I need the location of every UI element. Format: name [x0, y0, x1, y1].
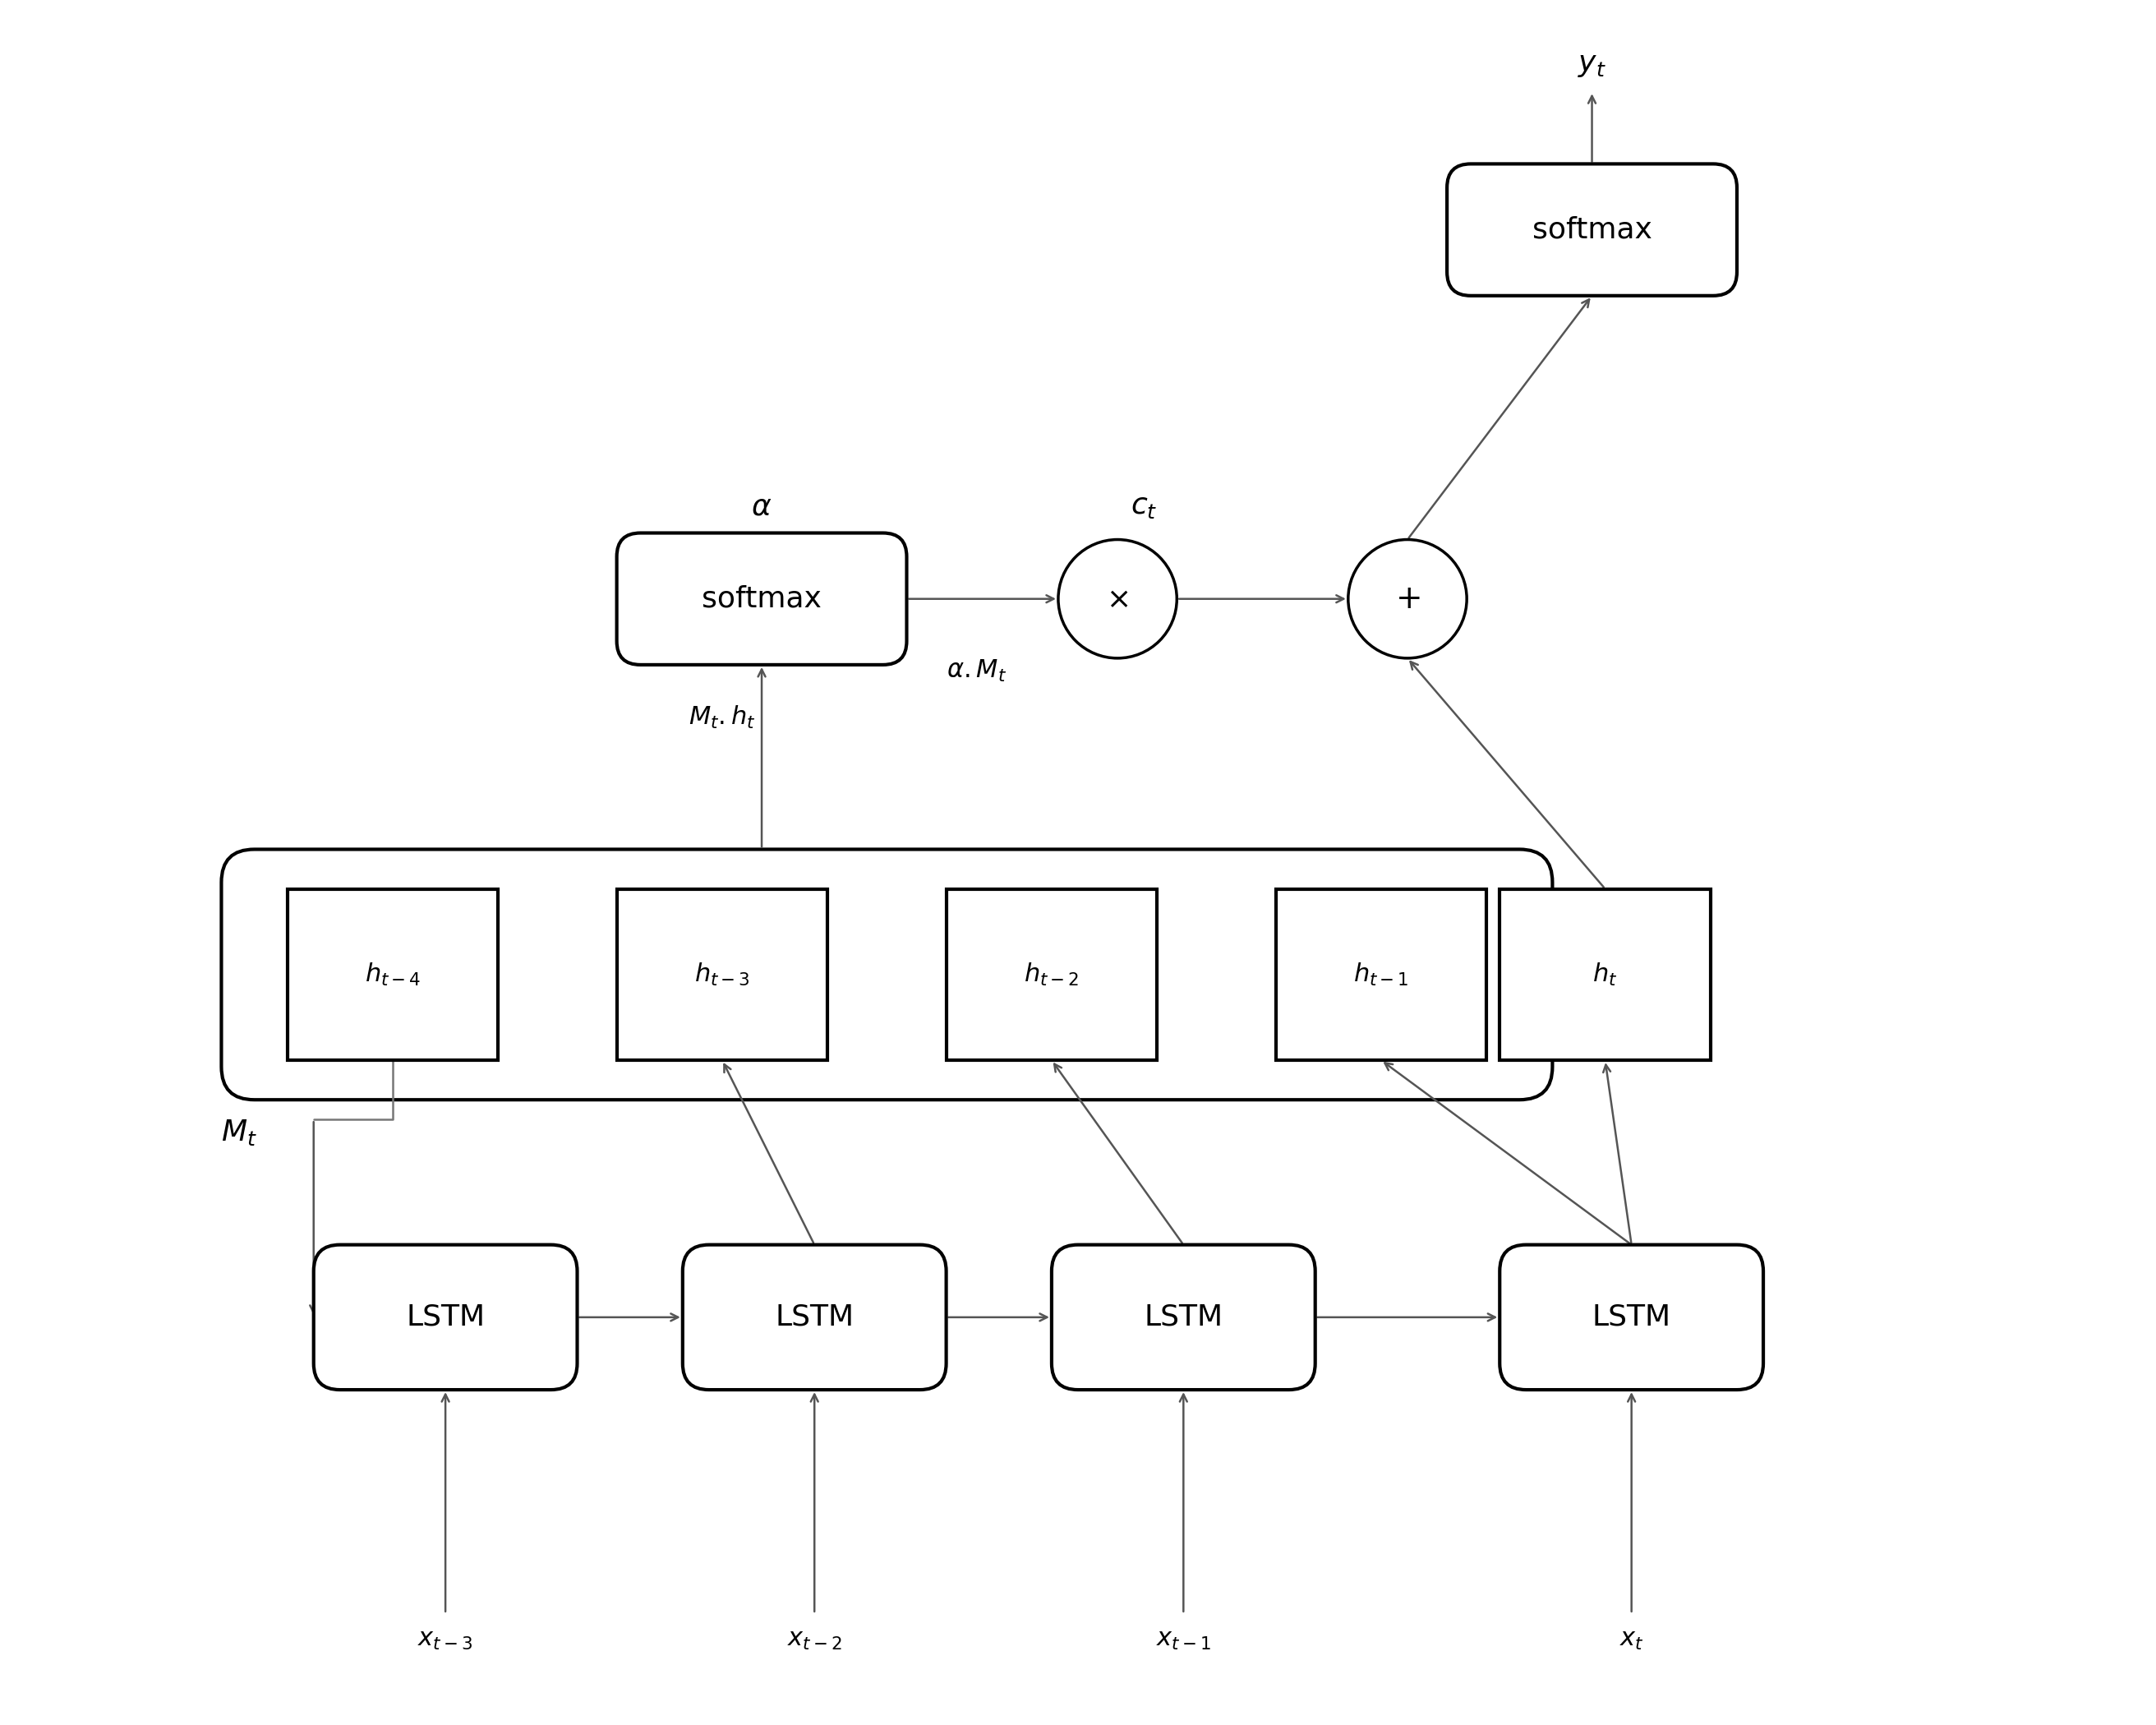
Text: $y_t$: $y_t$ — [1578, 52, 1606, 79]
Circle shape — [1348, 540, 1466, 659]
Text: $+$: $+$ — [1395, 583, 1421, 614]
FancyBboxPatch shape — [1447, 164, 1738, 295]
Bar — [287, 888, 498, 1061]
FancyBboxPatch shape — [617, 533, 908, 664]
Text: $h_{t-4}$: $h_{t-4}$ — [364, 961, 420, 988]
Bar — [946, 888, 1158, 1061]
Text: LSTM: LSTM — [405, 1304, 485, 1332]
Text: $h_{t-2}$: $h_{t-2}$ — [1024, 961, 1080, 988]
FancyBboxPatch shape — [222, 849, 1552, 1101]
Text: $h_t$: $h_t$ — [1593, 961, 1617, 988]
Text: $x_{t-3}$: $x_{t-3}$ — [418, 1628, 472, 1653]
Bar — [617, 888, 828, 1061]
Text: softmax: softmax — [703, 585, 821, 612]
FancyBboxPatch shape — [683, 1245, 946, 1390]
Text: $M_t$: $M_t$ — [222, 1118, 257, 1147]
Text: $x_t$: $x_t$ — [1619, 1628, 1643, 1653]
Text: LSTM: LSTM — [1145, 1304, 1222, 1332]
Text: $\times$: $\times$ — [1106, 585, 1130, 612]
Text: $M_t.h_t$: $M_t.h_t$ — [688, 704, 757, 731]
Text: $h_{t-1}$: $h_{t-1}$ — [1354, 961, 1408, 988]
Text: LSTM: LSTM — [1591, 1304, 1671, 1332]
Text: softmax: softmax — [1533, 216, 1651, 243]
Text: $\alpha$: $\alpha$ — [750, 493, 772, 521]
FancyBboxPatch shape — [313, 1245, 578, 1390]
Bar — [1501, 888, 1710, 1061]
Text: $x_{t-1}$: $x_{t-1}$ — [1156, 1628, 1212, 1653]
Circle shape — [1059, 540, 1177, 659]
FancyBboxPatch shape — [1052, 1245, 1315, 1390]
Text: LSTM: LSTM — [774, 1304, 854, 1332]
Text: $c_t$: $c_t$ — [1130, 493, 1158, 521]
FancyBboxPatch shape — [1501, 1245, 1764, 1390]
Text: $h_{t-3}$: $h_{t-3}$ — [694, 961, 750, 988]
Text: $\alpha.M_t$: $\alpha.M_t$ — [946, 659, 1007, 685]
Text: $x_{t-2}$: $x_{t-2}$ — [787, 1628, 843, 1653]
Bar — [1276, 888, 1485, 1061]
